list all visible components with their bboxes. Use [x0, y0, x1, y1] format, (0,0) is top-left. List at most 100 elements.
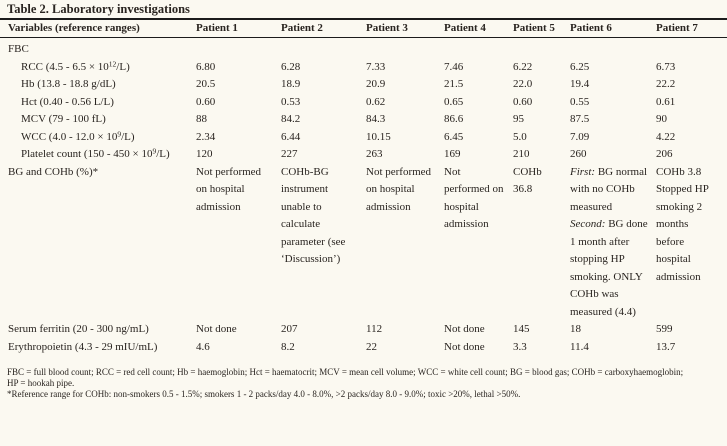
table-cell: 3.3 — [513, 340, 527, 353]
table-cell: 5.0 — [513, 130, 527, 143]
row-label: Hct (0.40 - 0.56 L/L) — [21, 95, 114, 108]
table-cell: 227 — [281, 148, 298, 160]
table-cell: 6.44 — [281, 130, 301, 143]
table-cell: 7.09 — [570, 130, 590, 143]
table-cell: 19.4 — [570, 78, 590, 90]
footnote-abbreviations-line2: HP = hookah pipe. — [7, 378, 75, 388]
table-title: Table 2. Laboratory investigations — [7, 2, 190, 16]
row-label: BG and COHb (%)* — [8, 165, 99, 178]
footnote-abbreviations-line1: FBC = full blood count; RCC = red cell c… — [7, 367, 684, 377]
table-cell: 169 — [444, 148, 461, 160]
table-cell: 210 — [513, 148, 530, 160]
row-label: Erythropoietin (4.3 - 29 mIU/mL) — [8, 340, 158, 353]
table-cell: Not done — [444, 340, 485, 353]
table-cell: 6.73 — [656, 60, 676, 73]
row-label: MCV (79 - 100 fL) — [21, 113, 106, 125]
table-cell: 112 — [366, 323, 383, 335]
table-cell: 4.22 — [656, 130, 676, 143]
header-rule — [0, 37, 727, 38]
table-cell: 0.60 — [513, 95, 533, 108]
table-row-platelet-count: Platelet count (150 - 450 × 109/L) 120 2… — [0, 146, 727, 164]
footnote-cohb-reference-range: *Reference range for COHb: non-smokers 0… — [7, 389, 521, 399]
table-cell: Not performed on hospital admission — [366, 165, 432, 213]
row-label: Serum ferritin (20 - 300 ng/mL) — [8, 323, 149, 335]
table-cell: 90 — [656, 113, 667, 125]
table-cell: 22.0 — [513, 78, 533, 90]
table-cell: 88 — [196, 113, 207, 125]
table-cell: 207 — [281, 323, 298, 335]
table-row-bg-cohb: BG and COHb (%)* Not performed on hospit… — [0, 164, 727, 322]
table-row-fbc: FBC — [0, 41, 727, 59]
table-cell: 6.28 — [281, 60, 301, 73]
column-header-patient-7: Patient 7 — [656, 22, 698, 34]
table-cell: 6.80 — [196, 60, 216, 73]
table-cell: 0.65 — [444, 95, 464, 108]
table-cell: 22 — [366, 340, 377, 353]
table-cell: 206 — [656, 148, 673, 160]
table-cell: Not performed on hospital admission — [444, 165, 504, 231]
table-cell: COHb 3.8 Stopped HP smoking 2 months bef… — [656, 165, 709, 283]
table-cell: 11.4 — [570, 340, 589, 353]
column-header-variables: Variables (reference ranges) — [8, 22, 140, 34]
table-cell: 0.55 — [570, 95, 590, 108]
table-cell: 6.45 — [444, 130, 464, 143]
table-cell: 18 — [570, 323, 581, 335]
table-cell: Not done — [196, 323, 237, 335]
table-cell: 120 — [196, 148, 213, 160]
column-header-patient-5: Patient 5 — [513, 22, 555, 34]
table-cell: 86.6 — [444, 113, 464, 125]
table-cell: COHb-BG instrument unable to calculate p… — [281, 165, 346, 266]
table-cell: 0.60 — [196, 95, 216, 108]
table-cell: 2.34 — [196, 130, 216, 143]
table-row-wcc: WCC (4.0 - 12.0 × 109/L) 2.34 6.44 10.15… — [0, 129, 727, 147]
table-cell: 95 — [513, 113, 524, 125]
table-body: FBC RCC (4.5 - 6.5 × 1012/L) 6.80 6.28 7… — [0, 38, 727, 356]
table-cell: 0.53 — [281, 95, 301, 108]
table-row-erythropoietin: Erythropoietin (4.3 - 29 mIU/mL) 4.6 8.2… — [0, 339, 727, 357]
table-cell: 13.7 — [656, 340, 676, 353]
table-cell: 7.46 — [444, 60, 464, 73]
table-cell: 7.33 — [366, 60, 386, 73]
table-cell: 18.9 — [281, 78, 301, 90]
table-row-hct: Hct (0.40 - 0.56 L/L) 0.60 0.53 0.62 0.6… — [0, 94, 727, 112]
row-label: WCC (4.0 - 12.0 × 109/L) — [21, 129, 135, 143]
table-cell: 0.62 — [366, 95, 386, 108]
table-cell: 20.9 — [366, 78, 386, 90]
row-label: Platelet count (150 - 450 × 109/L) — [21, 146, 170, 160]
table-row-rcc: RCC (4.5 - 6.5 × 1012/L) 6.80 6.28 7.33 … — [0, 59, 727, 77]
table-footnotes: FBC = full blood count; RCC = red cell c… — [0, 367, 727, 400]
table-header-row: Variables (reference ranges) Patient 1 P… — [0, 20, 727, 37]
table-cell: COHb 36.8 — [513, 165, 542, 196]
column-header-patient-4: Patient 4 — [444, 22, 486, 34]
table-cell-patient6-bg: First: BG normal with no COHb measured S… — [570, 165, 648, 318]
column-header-patient-6: Patient 6 — [570, 22, 612, 34]
second-label-italic: Second: — [570, 218, 606, 230]
row-label: RCC (4.5 - 6.5 × 1012/L) — [21, 59, 130, 73]
table-cell: 87.5 — [570, 113, 590, 125]
table-row-hb: Hb (13.8 - 18.8 g/dL) 20.5 18.9 20.9 21.… — [0, 76, 727, 94]
column-header-patient-1: Patient 1 — [196, 22, 238, 34]
table-cell: Not performed on hospital admission — [196, 165, 262, 213]
table-cell: Not done — [444, 323, 485, 335]
table-row-serum-ferritin: Serum ferritin (20 - 300 ng/mL) Not done… — [0, 321, 727, 339]
row-label: Hb (13.8 - 18.8 g/dL) — [21, 78, 116, 90]
table-cell: 6.25 — [570, 60, 590, 73]
column-header-patient-3: Patient 3 — [366, 22, 408, 34]
table-cell: 22.2 — [656, 78, 676, 90]
table-cell: 599 — [656, 323, 673, 335]
top-rule — [0, 18, 727, 20]
table-row-mcv: MCV (79 - 100 fL) 88 84.2 84.3 86.6 95 8… — [0, 111, 727, 129]
table-cell: 263 — [366, 148, 383, 160]
table-cell: 145 — [513, 323, 530, 335]
table-cell: 21.5 — [444, 78, 464, 90]
table-cell: 6.22 — [513, 60, 533, 73]
table-cell: 84.3 — [366, 113, 386, 125]
paper-table-page: Table 2. Laboratory investigations Varia… — [0, 2, 727, 400]
table-cell: 0.61 — [656, 95, 676, 108]
table-cell: 8.2 — [281, 340, 295, 353]
table-cell: 84.2 — [281, 113, 301, 125]
table-cell: 260 — [570, 148, 587, 160]
column-header-patient-2: Patient 2 — [281, 22, 323, 34]
row-label: FBC — [8, 43, 29, 55]
table-cell: 10.15 — [366, 130, 391, 143]
